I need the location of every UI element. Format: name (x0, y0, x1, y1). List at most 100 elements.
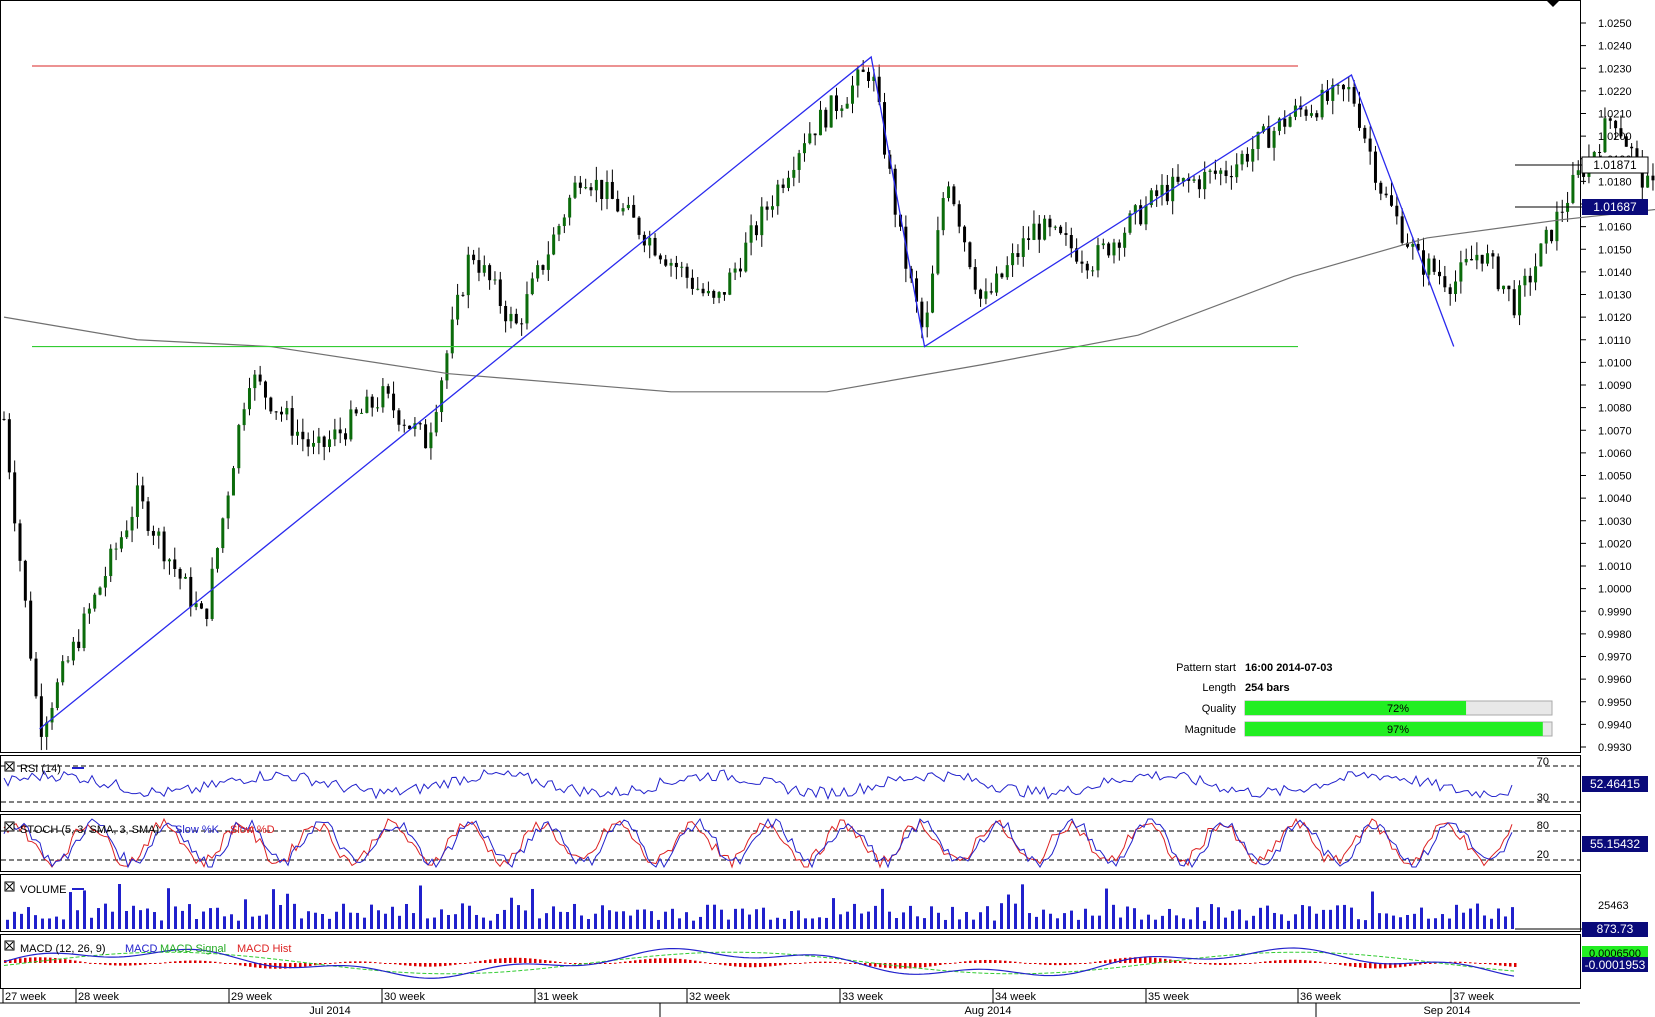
macd-hist-bar (99, 963, 102, 965)
volume-bar (860, 913, 863, 929)
week-label: 32 week (689, 991, 730, 1003)
candle-body (1027, 238, 1031, 240)
macd-hist-bar (409, 963, 412, 966)
candle-body (664, 259, 668, 266)
candle-body (1651, 175, 1655, 181)
macd-hist-bar (1324, 962, 1327, 964)
macd-hist-bar (714, 963, 717, 964)
macd-hist-bar (1509, 963, 1512, 967)
scroll-marker-icon[interactable] (1546, 0, 1560, 7)
candle-body (493, 279, 497, 281)
candle-body (536, 265, 540, 279)
volume-bar (1336, 905, 1339, 929)
candle-body (781, 184, 785, 188)
volume-bar (104, 903, 107, 929)
candle-body (514, 313, 518, 324)
candle-body (1518, 285, 1522, 316)
macd-hist-bar (579, 963, 582, 964)
candle-body (1491, 253, 1495, 257)
price-tick-label: 0.9940 (1598, 719, 1632, 731)
volume-bar (888, 911, 891, 929)
price-tick-label: 1.0220 (1598, 86, 1632, 98)
volume-bar (629, 915, 632, 929)
volume-bar (1252, 915, 1255, 929)
macd-hist-bar (719, 963, 722, 965)
volume-bar (1084, 908, 1087, 929)
candle-body (183, 576, 187, 579)
macd-hist-bar (244, 963, 247, 967)
candle-body (845, 103, 849, 109)
volume-bar (1077, 919, 1080, 929)
candle-body (1128, 213, 1132, 233)
volume-bar (685, 912, 688, 929)
macd-hist-bar (809, 962, 812, 964)
macd-hist-bar (149, 963, 152, 964)
candle-body (824, 109, 828, 128)
candle-body (957, 204, 961, 227)
candle-body (231, 468, 235, 496)
candle-body (466, 254, 470, 296)
candle-body (1614, 120, 1618, 129)
macd-hist-bar (254, 963, 257, 968)
candle-body (1096, 245, 1100, 271)
candle-body (151, 530, 155, 536)
candle-body (1352, 87, 1356, 104)
volume-bar (230, 914, 233, 929)
candle-body (1384, 193, 1388, 196)
volume-bar (1469, 908, 1472, 929)
candle-body (1000, 273, 1004, 278)
candle-body (578, 182, 582, 188)
candle-body (1080, 261, 1084, 264)
volume-bar (1063, 913, 1066, 929)
candle-body (1502, 285, 1506, 290)
macd-hist-bar (464, 963, 467, 964)
macd-hist-bar (284, 963, 287, 969)
candle-body (792, 169, 796, 178)
candle-body (1288, 116, 1292, 127)
macd-signal-line (3, 951, 1515, 975)
volume-bar (363, 917, 366, 929)
volume-bar (636, 909, 639, 929)
volume-bar (1098, 915, 1101, 929)
rsi-panel: RSI (14) 70 30 52.46415 (0, 755, 1648, 812)
macd-hist-bar (609, 963, 612, 964)
macd-hist-bar (224, 963, 227, 964)
volume-bar (440, 909, 443, 929)
candle-body (18, 523, 22, 561)
macd-hist-bar (519, 957, 522, 963)
candle-body (562, 217, 566, 226)
macd-hist-bar (1174, 960, 1177, 963)
macd-hist-bar (634, 960, 637, 963)
macd-hist-bar (1479, 963, 1482, 964)
volume-bar (384, 913, 387, 929)
macd-hist-bar (1009, 961, 1012, 963)
candle-body (354, 409, 358, 414)
volume-bar (419, 885, 422, 929)
candle-body (1309, 113, 1313, 116)
macd-hist-bar (1344, 963, 1347, 966)
candle-body (77, 641, 81, 649)
candle-body (1016, 253, 1020, 257)
candle-body (899, 214, 903, 227)
candle-body (194, 603, 198, 608)
candle-body (1454, 281, 1458, 295)
macd-hist-bar (1114, 958, 1117, 963)
candle-body (701, 288, 705, 294)
week-label: 35 week (1148, 991, 1189, 1003)
candle-body (365, 396, 369, 413)
candle-body (1011, 253, 1015, 266)
macd-hist-bar (1019, 962, 1022, 964)
candle-body (338, 429, 342, 434)
candle-body (621, 208, 625, 212)
volume-bar (1392, 915, 1395, 929)
volume-bar (1308, 906, 1311, 929)
macd-hist-bar (469, 962, 472, 964)
macd-hist-bar (1149, 957, 1152, 963)
macd-hist-bar (454, 963, 457, 965)
macd-hist-bar (839, 962, 842, 964)
macd-hist-bar (1024, 962, 1027, 964)
volume-bar (720, 909, 723, 929)
macd-hist-bar (869, 963, 872, 967)
macd-hist-bar (1104, 960, 1107, 963)
candle-body (237, 425, 241, 469)
